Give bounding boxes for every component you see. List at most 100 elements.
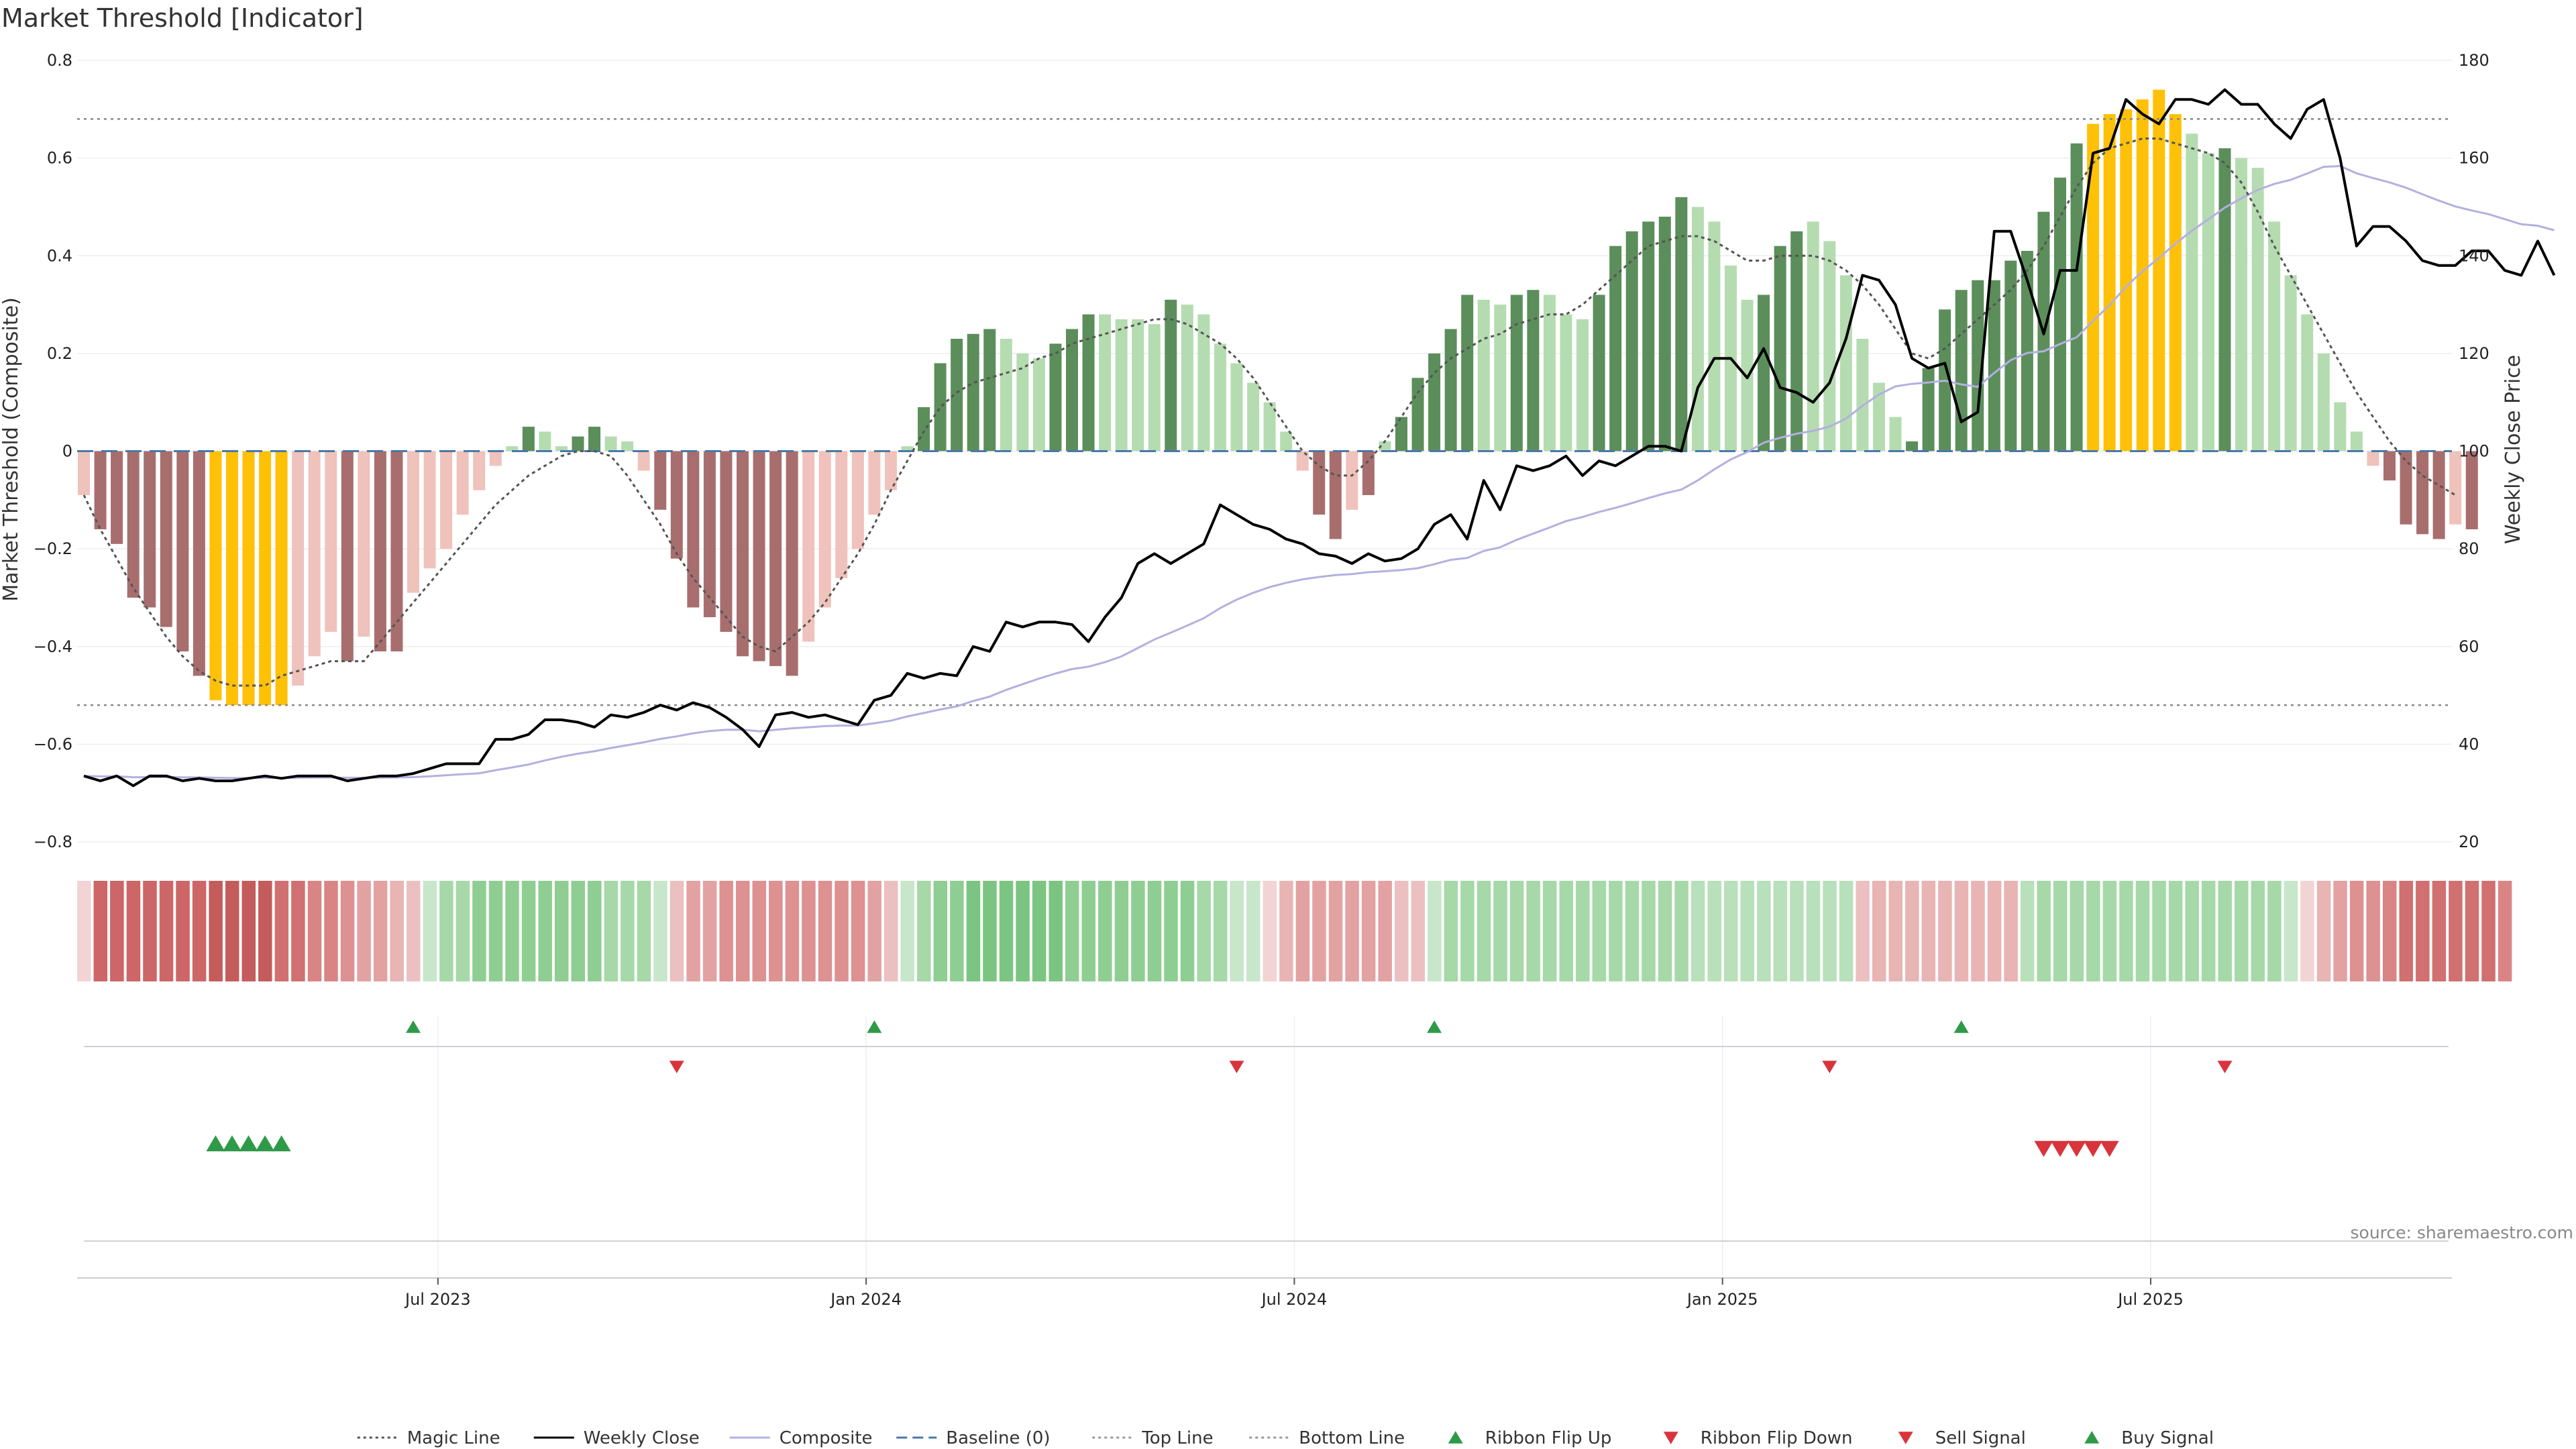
ribbon-cell: [752, 881, 767, 981]
ribbon-cell: [2102, 881, 2117, 981]
ribbon-cell: [1213, 881, 1228, 981]
legend-item: Sell Signal: [1898, 1428, 2026, 1448]
composite-bar: [868, 451, 881, 515]
ribbon-cell: [143, 881, 157, 981]
composite-bar: [1922, 368, 1935, 451]
ribbon-cell: [950, 881, 964, 981]
sell-signal-marker: [2100, 1140, 2119, 1157]
legend-item: Weekly Close: [533, 1428, 700, 1448]
ribbon-cell: [1642, 881, 1656, 981]
ribbon-cell: [2449, 881, 2463, 981]
ribbon-cell: [554, 881, 569, 981]
ribbon-flip-up-marker: [867, 1020, 882, 1033]
ribbon-cell: [439, 881, 453, 981]
right-tick-label: 60: [2459, 637, 2479, 656]
composite-bar: [2268, 221, 2281, 451]
composite-bar: [259, 451, 272, 706]
composite-bar: [670, 451, 683, 559]
legend-swatch: [2084, 1431, 2100, 1444]
composite-bar: [1000, 339, 1012, 451]
ribbon-cell: [1509, 881, 1524, 981]
composite-bar: [1329, 451, 1342, 539]
ribbon-cell: [1081, 881, 1096, 981]
composite-bar: [835, 451, 848, 578]
ribbon-cell: [274, 881, 289, 981]
composite-bar: [522, 427, 535, 451]
composite-bar: [1774, 246, 1786, 451]
ribbon-cell: [2235, 881, 2249, 981]
ribbon-cell: [1444, 881, 1458, 981]
ribbon-cell: [1114, 881, 1129, 981]
ribbon-cell: [1806, 881, 1821, 981]
composite-bar: [1955, 290, 1968, 451]
legend-item: Ribbon Flip Up: [1448, 1428, 1611, 1448]
ribbon-cell: [1576, 881, 1590, 981]
composite-bar: [1346, 451, 1358, 510]
ribbon-cell: [2119, 881, 2133, 981]
legend-swatch: [1663, 1432, 1678, 1444]
composite-bar: [1280, 431, 1293, 451]
ribbon-cell: [2037, 881, 2051, 981]
composite-bar: [456, 451, 469, 515]
buy-signal-marker: [256, 1135, 275, 1152]
composite-bar: [1708, 221, 1721, 451]
left-tick-label: −0.4: [34, 637, 72, 656]
ribbon-cell: [2316, 881, 2331, 981]
x-tick-label: Jan 2024: [829, 1290, 902, 1309]
left-tick-label: −0.8: [34, 833, 72, 851]
composite-bar: [2284, 275, 2297, 451]
ribbon-cell: [1312, 881, 1326, 981]
ribbon-cell: [966, 881, 981, 981]
composite-bar: [1691, 207, 1704, 451]
ribbon-cell: [176, 881, 190, 981]
x-tick-label: Jul 2024: [1260, 1290, 1328, 1309]
composite-bar: [1642, 221, 1655, 451]
legend-label: Sell Signal: [1935, 1428, 2026, 1448]
ribbon-cell: [1839, 881, 1854, 981]
composite-bar: [1411, 378, 1424, 451]
ribbon-cell: [1724, 881, 1738, 981]
ribbon-cell: [110, 881, 124, 981]
composite-bar: [1889, 417, 1902, 451]
source-note: source: sharemaestro.com: [2351, 1223, 2574, 1242]
composite-bar: [1658, 217, 1671, 451]
composite-bar: [225, 451, 238, 706]
composite-bar: [951, 339, 963, 451]
ribbon-cell: [1690, 881, 1705, 981]
ribbon-cell: [2053, 881, 2068, 981]
ribbon-cell: [241, 881, 256, 981]
ribbon-strip: [77, 881, 2512, 981]
left-tick-label: 0: [62, 442, 72, 461]
ribbon-cell: [1559, 881, 1573, 981]
sell-signal-marker: [2067, 1140, 2086, 1157]
ribbon-cell: [1707, 881, 1721, 981]
composite-bar: [539, 431, 551, 451]
ribbon-cell: [1131, 881, 1145, 981]
composite-bar: [1872, 382, 1885, 451]
legend-label: Ribbon Flip Down: [1701, 1428, 1853, 1448]
composite-bar: [1082, 314, 1095, 451]
ribbon-cell: [2481, 881, 2496, 981]
ribbon-cell: [2152, 881, 2166, 981]
ribbon-cell: [2267, 881, 2282, 981]
composite-bar: [2021, 250, 2033, 451]
ribbon-cell: [1016, 881, 1030, 981]
composite-bar: [588, 427, 601, 451]
composite-bar: [967, 333, 979, 451]
buy-signal-marker: [222, 1135, 241, 1152]
composite-bar: [2054, 177, 2066, 451]
ribbon-cell: [2020, 881, 2035, 981]
ribbon-cell: [1938, 881, 1952, 981]
composite-bar: [341, 451, 354, 661]
ribbon-cell: [2383, 881, 2397, 981]
ribbon-cell: [1411, 881, 1426, 981]
ribbon-cell: [1345, 881, 1359, 981]
composite-bar: [786, 451, 798, 676]
ribbon-cell: [1674, 881, 1688, 981]
right-tick-label: 120: [2459, 344, 2489, 363]
composite-bar: [1560, 314, 1572, 451]
signal-panels: [77, 1020, 2452, 1279]
ribbon-cell: [1065, 881, 1079, 981]
composite-bar: [176, 451, 189, 652]
legend-item: Buy Signal: [2084, 1428, 2214, 1448]
